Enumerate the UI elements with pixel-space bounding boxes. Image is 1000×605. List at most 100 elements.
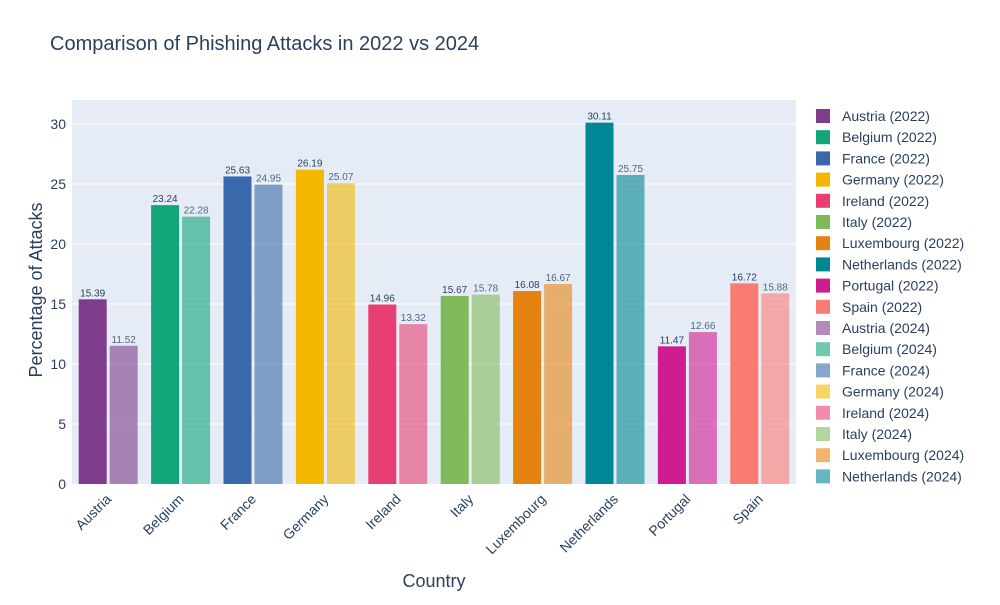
legend-label: Netherlands (2024) xyxy=(842,468,962,484)
bar-france-2022[interactable] xyxy=(223,176,252,484)
legend-item[interactable]: Netherlands (2024) xyxy=(816,468,962,484)
y-tick-label: 25 xyxy=(50,176,66,192)
bar-belgium-2024[interactable] xyxy=(182,216,211,484)
data-label-2024: 24.95 xyxy=(256,174,281,185)
legend-label: Luxembourg (2022) xyxy=(842,235,964,251)
legend-swatch xyxy=(816,469,830,484)
bar-ireland-2022[interactable] xyxy=(368,304,397,484)
legend-swatch xyxy=(816,130,830,145)
bar-germany-2022[interactable] xyxy=(295,169,324,484)
legend-label: Belgium (2024) xyxy=(842,341,937,357)
data-labels: 15.39 11.52 23.24 22.28 25.63 24.95 26.19 25.07… xyxy=(80,112,788,347)
data-label-2024: 25.75 xyxy=(618,164,643,175)
y-tick-label: 10 xyxy=(50,356,66,372)
bar-netherlands-2024[interactable] xyxy=(616,175,645,484)
y-tick-label: 20 xyxy=(50,236,66,252)
legend-swatch xyxy=(816,172,830,187)
y-axis-ticks: 0 5 10 15 20 25 30 xyxy=(50,116,66,492)
legend-swatch xyxy=(816,448,830,463)
legend-label: Austria (2022) xyxy=(842,108,930,124)
data-label-2024: 15.78 xyxy=(473,284,498,295)
legend-label: Ireland (2022) xyxy=(842,193,929,209)
legend-swatch xyxy=(816,342,830,357)
legend-item[interactable]: Ireland (2022) xyxy=(816,193,929,209)
legend-swatch xyxy=(816,257,830,272)
bar-italy-2022[interactable] xyxy=(440,295,469,484)
data-label-2024: 12.66 xyxy=(690,321,715,332)
legend-item[interactable]: Germany (2024) xyxy=(816,384,944,400)
data-label-2024: 16.67 xyxy=(546,273,571,284)
legend-item[interactable]: Italy (2024) xyxy=(816,426,912,442)
legend-item[interactable]: Belgium (2022) xyxy=(816,129,937,145)
legend-label: Netherlands (2022) xyxy=(842,256,962,272)
legend-item[interactable]: Spain (2022) xyxy=(816,299,922,315)
bar-portugal-2024[interactable] xyxy=(688,332,717,484)
legend-label: Spain (2022) xyxy=(842,299,922,315)
data-label-2024: 13.32 xyxy=(401,313,426,324)
legend-item[interactable]: Portugal (2022) xyxy=(816,278,939,294)
data-label-2022: 11.47 xyxy=(660,335,685,346)
y-tick-label: 30 xyxy=(50,116,66,132)
legend-item[interactable]: Austria (2022) xyxy=(816,108,930,124)
bar-ireland-2024[interactable] xyxy=(399,324,428,484)
legend-item[interactable]: Italy (2022) xyxy=(816,214,912,230)
legend-swatch xyxy=(816,321,830,335)
x-tick-label: Netherlands xyxy=(556,491,621,556)
legend-label: Italy (2024) xyxy=(842,426,912,442)
bar-italy-2024[interactable] xyxy=(471,294,500,484)
legend-swatch xyxy=(816,427,830,441)
data-label-2022: 16.08 xyxy=(515,280,540,291)
data-label-2022: 25.63 xyxy=(225,165,250,176)
legend-swatch xyxy=(816,151,830,166)
data-label-2022: 30.11 xyxy=(587,112,612,123)
bar-france-2024[interactable] xyxy=(254,184,283,484)
legend-item[interactable]: France (2024) xyxy=(816,362,930,378)
bar-spain-2022[interactable] xyxy=(730,283,759,484)
legend-swatch xyxy=(816,405,830,420)
legend-item[interactable]: Ireland (2024) xyxy=(816,405,929,421)
legend-item[interactable]: Austria (2024) xyxy=(816,320,930,336)
bar-belgium-2022[interactable] xyxy=(151,205,180,484)
x-tick-label: Portugal xyxy=(645,491,693,539)
legend-swatch xyxy=(816,384,830,399)
bar-portugal-2022[interactable] xyxy=(657,346,686,484)
x-tick-label: Spain xyxy=(729,491,766,528)
bar-luxembourg-2024[interactable] xyxy=(544,283,573,484)
legend: Austria (2022) Belgium (2022) France (2022… xyxy=(816,108,964,484)
x-tick-label: Germany xyxy=(279,491,331,543)
legend-label: Italy (2022) xyxy=(842,214,912,230)
legend-item[interactable]: Luxembourg (2022) xyxy=(816,235,964,251)
y-axis-title: Percentage of Attacks xyxy=(26,202,46,377)
x-tick-label: Austria xyxy=(72,491,114,533)
legend-label: Germany (2024) xyxy=(842,384,944,400)
x-tick-label: Luxembourg xyxy=(482,491,548,557)
legend-label: Belgium (2022) xyxy=(842,129,937,145)
legend-item[interactable]: Germany (2022) xyxy=(816,172,944,188)
legend-swatch xyxy=(816,278,830,293)
bars xyxy=(78,122,790,485)
data-label-2022: 26.19 xyxy=(297,159,322,170)
x-axis-title: Country xyxy=(402,571,465,591)
bar-austria-2022[interactable] xyxy=(78,299,107,484)
legend-item[interactable]: Luxembourg (2024) xyxy=(816,447,964,463)
y-tick-label: 0 xyxy=(58,476,66,492)
legend-label: Ireland (2024) xyxy=(842,405,929,421)
bar-spain-2024[interactable] xyxy=(761,293,790,484)
legend-item[interactable]: France (2022) xyxy=(816,150,930,166)
bar-austria-2024[interactable] xyxy=(109,345,138,484)
bar-luxembourg-2022[interactable] xyxy=(513,291,542,484)
legend-item[interactable]: Belgium (2024) xyxy=(816,341,937,357)
legend-item[interactable]: Netherlands (2022) xyxy=(816,256,962,272)
legend-label: France (2022) xyxy=(842,150,930,166)
y-tick-label: 15 xyxy=(50,296,66,312)
legend-label: Germany (2022) xyxy=(842,172,944,188)
bar-netherlands-2022[interactable] xyxy=(585,122,614,485)
legend-label: Austria (2024) xyxy=(842,320,930,336)
data-label-2022: 15.67 xyxy=(442,285,467,296)
legend-swatch xyxy=(816,215,830,229)
bar-germany-2024[interactable] xyxy=(326,183,355,484)
x-tick-label: Italy xyxy=(447,491,476,520)
legend-label: France (2024) xyxy=(842,362,930,378)
chart-title: Comparison of Phishing Attacks in 2022 v… xyxy=(50,33,479,55)
